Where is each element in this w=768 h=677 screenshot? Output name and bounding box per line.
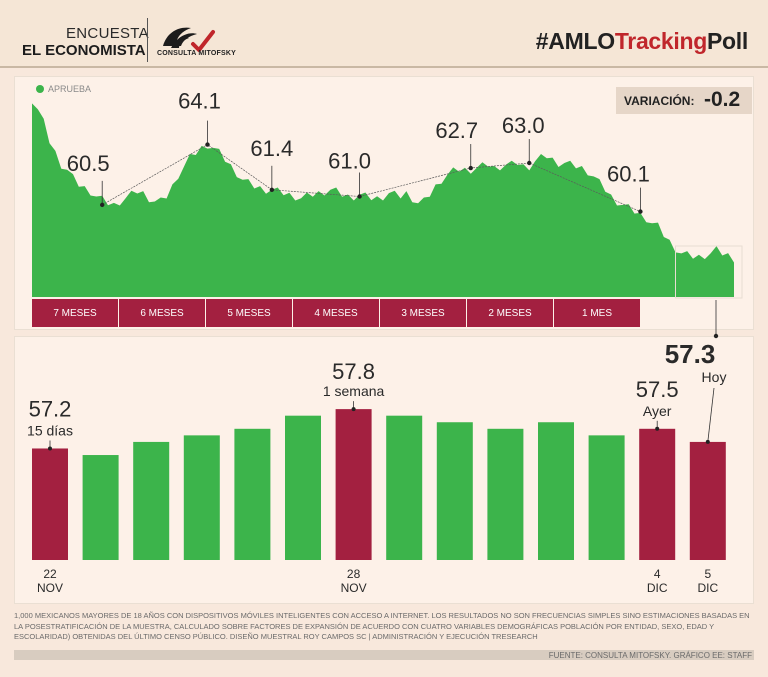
bar — [234, 428, 271, 560]
x-axis-tick-label: 22 — [43, 567, 57, 581]
hashtag-part-2: Tracking — [614, 28, 708, 54]
bar-value-label: 57.8 — [332, 359, 375, 384]
variation-value: -0.2 — [704, 88, 741, 111]
bar — [183, 435, 220, 560]
callout-dot — [357, 194, 362, 199]
bar-sub-label: Hoy — [702, 369, 727, 385]
callout-dot — [468, 165, 473, 171]
bar — [32, 448, 68, 560]
month-label: 1 MES — [554, 299, 640, 327]
bar — [538, 422, 574, 560]
bar — [487, 428, 524, 560]
month-label: 7 MESES — [32, 299, 118, 327]
header: ENCUESTA EL ECONOMISTA CONSULTA MITOFSKY… — [0, 0, 768, 68]
callout-label: 62.7 — [435, 118, 478, 143]
callout-label: 60.5 — [67, 151, 110, 176]
hashtag-title: #AMLOTrackingPoll — [535, 28, 749, 55]
legend-dot-icon — [36, 85, 44, 93]
bar-label-dot — [48, 446, 52, 451]
callout-dot — [269, 187, 275, 192]
bar-label-dot — [655, 426, 660, 431]
x-axis-tick-label: DIC — [697, 581, 718, 595]
highlight-connector-dot — [713, 333, 719, 339]
bar-label-dot — [351, 407, 356, 412]
month-label: 4 MESES — [293, 299, 379, 327]
x-axis-tick-label: 28 — [347, 567, 361, 581]
source-credit: FUENTE: CONSULTA MITOFSKY. GRÁFICO EE: S… — [548, 651, 752, 660]
callout-dot — [205, 142, 210, 147]
bar — [639, 428, 676, 560]
variation-badge: VARIACIÓN: -0.2 — [616, 87, 752, 114]
hashtag-part-3: Poll — [707, 28, 748, 54]
last-week-highlight — [675, 245, 743, 299]
logo-text: CONSULTA MITOFSKY — [157, 50, 236, 57]
variation-label: VARIACIÓN: — [624, 94, 695, 108]
bar — [82, 455, 119, 560]
bar — [689, 441, 726, 560]
bar-label-dot — [705, 439, 710, 444]
month-label: 5 MESES — [206, 299, 292, 327]
bar — [285, 415, 321, 560]
month-label: 3 MESES — [380, 299, 466, 327]
bar-sub-label: 15 días — [27, 422, 73, 438]
x-axis-tick-label: 5 — [704, 567, 711, 581]
callout-dot — [527, 160, 532, 166]
bar-value-label: 57.2 — [29, 396, 72, 421]
approval-area — [32, 103, 734, 298]
bar-label-leader — [707, 387, 715, 442]
x-axis-tick-label: NOV — [37, 581, 63, 595]
bar — [588, 435, 625, 560]
legend-label: APRUEBA — [48, 84, 92, 94]
callout-label: 61.0 — [328, 149, 371, 174]
bar — [335, 409, 372, 560]
months-strip: 7 MESES 6 MESES 5 MESES 4 MESES 3 MESES … — [32, 299, 640, 327]
source-bar — [14, 650, 754, 660]
mitofsky-logo-icon — [163, 27, 215, 52]
bar — [436, 422, 473, 560]
bar-sub-label: 1 semana — [323, 383, 385, 399]
x-axis-tick-label: 4 — [654, 567, 661, 581]
bar-value-label: 57.3 — [665, 339, 716, 369]
methodology-footnote: 1,000 MEXICANOS MAYORES DE 18 AÑOS CON D… — [14, 611, 750, 641]
x-axis-tick-label: NOV — [341, 581, 367, 595]
bar-value-label: 57.5 — [636, 377, 679, 402]
x-axis-tick-label: DIC — [647, 581, 668, 595]
month-label: 6 MESES — [119, 299, 205, 327]
callout-label: 61.4 — [250, 136, 293, 161]
bar — [386, 415, 423, 560]
hashtag-part-1: #AMLO — [535, 28, 615, 54]
bar-sub-label: Ayer — [643, 403, 672, 419]
callout-label: 63.0 — [502, 113, 545, 138]
legend: APRUEBA — [36, 84, 91, 94]
month-label: 2 MESES — [467, 299, 553, 327]
brand-line-1: ENCUESTA — [66, 25, 149, 42]
callout-dot — [100, 202, 105, 208]
callout-label: 60.1 — [607, 162, 650, 187]
brand-separator — [147, 18, 148, 62]
bar — [133, 441, 170, 560]
callout-dot — [638, 209, 643, 214]
brand-line-2: EL ECONOMISTA — [22, 42, 146, 59]
callout-label: 64.1 — [178, 89, 221, 114]
